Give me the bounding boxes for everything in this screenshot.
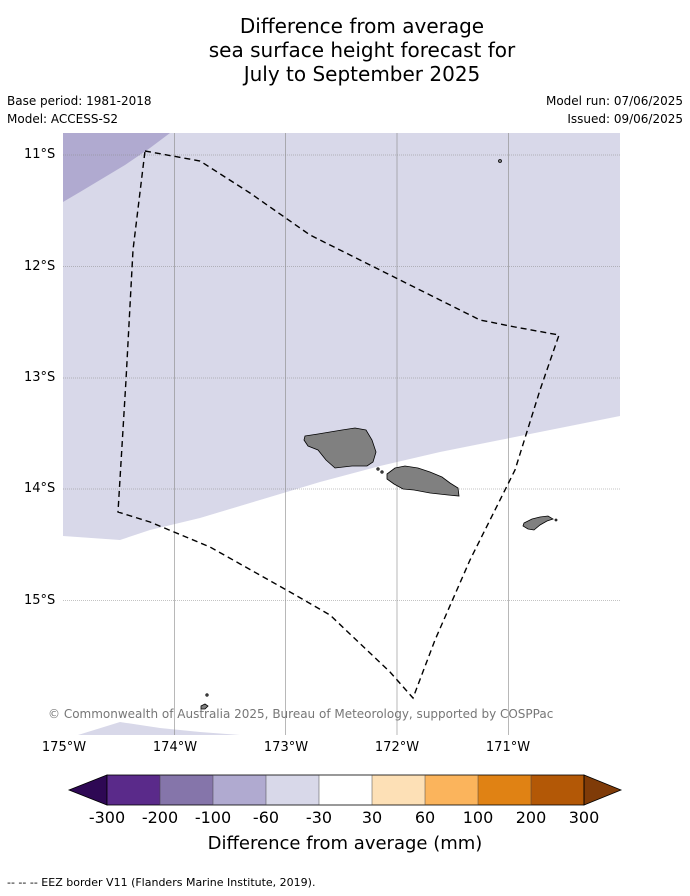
model-name: Model: ACCESS-S2 xyxy=(7,112,119,126)
colorbar-tick-label: 30 xyxy=(361,808,383,827)
title-line-1: Difference from average xyxy=(239,14,485,38)
colorbar-tick-label: -60 xyxy=(252,808,280,827)
colorbar-tick-label: -100 xyxy=(194,808,232,827)
anomaly-band-light-bottom xyxy=(78,722,240,735)
title-line-3: July to September 2025 xyxy=(243,62,481,86)
island-tutuila xyxy=(522,515,554,531)
islet-south-west xyxy=(205,693,209,697)
colorbar-segment xyxy=(213,775,266,805)
colorbar-title: Difference from average (mm) xyxy=(207,833,483,854)
lat-label-13s: 13°S xyxy=(24,370,56,385)
islet-aunuu xyxy=(554,518,558,522)
colorbar-segment xyxy=(107,775,160,805)
colorbar-segment xyxy=(319,775,372,805)
colorbar-segment xyxy=(160,775,213,805)
island-savaii xyxy=(303,427,377,469)
gridlines xyxy=(63,133,620,735)
colorbar-segment xyxy=(478,775,531,805)
colorbar-tick-label: 100 xyxy=(462,808,494,827)
colorbar-tick-label: 60 xyxy=(414,808,436,827)
model-run: Model run: 07/06/2025 xyxy=(545,94,683,108)
colorbar xyxy=(67,774,623,806)
islet-niuafoou xyxy=(200,703,209,710)
lat-label-11s: 11°S xyxy=(24,147,56,162)
island-upolu xyxy=(386,465,460,497)
colorbar-extend-low xyxy=(67,774,108,806)
map-area xyxy=(63,133,620,735)
colorbar-tick-label: 200 xyxy=(515,808,547,827)
lat-label-15s: 15°S xyxy=(24,593,56,608)
chart-title: Difference from average sea surface heig… xyxy=(0,14,690,86)
colorbar-tick-label: 300 xyxy=(568,808,600,827)
meta-right: Model run: 07/06/2025 Issued: 09/06/2025 xyxy=(546,94,683,130)
anomaly-band-light xyxy=(63,133,620,540)
lon-label-172w: 172°W xyxy=(374,740,420,755)
lon-label-173w: 173°W xyxy=(263,740,309,755)
colorbar-tick-label: -30 xyxy=(305,808,333,827)
lon-label-175w: 175°W xyxy=(41,740,87,755)
eez-footnote: -- -- -- EEZ border V11 (Flanders Marine… xyxy=(7,876,316,889)
copyright-notice: © Commonwealth of Australia 2025, Bureau… xyxy=(48,707,554,721)
meta-left: Base period: 1981-2018 Model: ACCESS-S2 xyxy=(7,94,152,130)
colorbar-segment xyxy=(372,775,425,805)
lon-label-171w: 171°W xyxy=(485,740,531,755)
colorbar-segment xyxy=(425,775,478,805)
base-period: Base period: 1981-2018 xyxy=(7,94,152,108)
islet-apolima xyxy=(376,467,380,471)
issued-date: Issued: 09/06/2025 xyxy=(567,112,683,126)
lon-label-174w: 174°W xyxy=(152,740,198,755)
colorbar-outline xyxy=(106,774,585,806)
islet-manono xyxy=(380,470,384,474)
colorbar-tick-label: -300 xyxy=(88,808,126,827)
colorbar-segment xyxy=(266,775,319,805)
eez-border xyxy=(117,150,560,700)
lat-label-14s: 14°S xyxy=(24,481,56,496)
islet-swains xyxy=(498,159,502,163)
colorbar-tick-label: -200 xyxy=(141,808,179,827)
colorbar-extend-high xyxy=(583,774,623,806)
colorbar-segment xyxy=(531,775,584,805)
title-line-2: sea surface height forecast for xyxy=(208,38,516,62)
anomaly-band-medium xyxy=(63,133,170,202)
lat-label-12s: 12°S xyxy=(24,259,56,274)
